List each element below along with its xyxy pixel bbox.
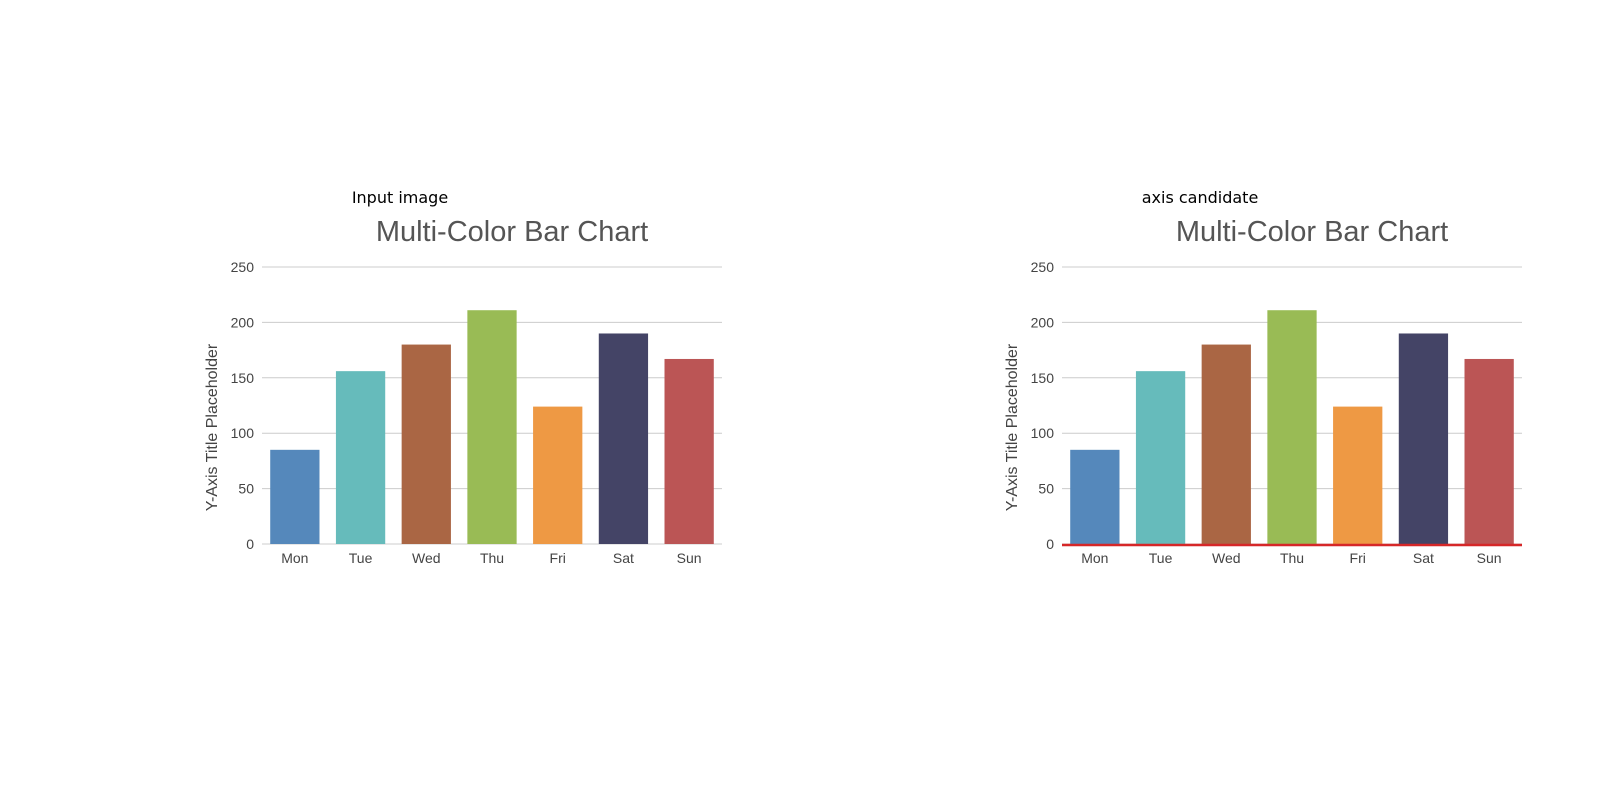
bar-chart: Multi-Color Bar Chart Y-Axis Title Placeh…	[204, 216, 722, 566]
x-tick-label: Tue	[349, 550, 373, 566]
y-axis-title: Y-Axis Title Placeholder	[204, 343, 221, 511]
x-tick-label: Sat	[1413, 550, 1434, 566]
x-tick-label: Wed	[412, 550, 441, 566]
bar-sun	[1464, 358, 1514, 544]
y-tick-label: 250	[1031, 259, 1055, 275]
y-tick-label: 200	[1031, 314, 1055, 330]
y-tick-label: 150	[231, 370, 255, 386]
x-tick-label: Thu	[480, 550, 504, 566]
x-tick-label: Tue	[1149, 550, 1173, 566]
y-tick-label: 250	[231, 259, 255, 275]
panel-caption: axis candidate	[1141, 188, 1259, 207]
x-tick-label: Wed	[1212, 550, 1241, 566]
panel-input-image: Input image Multi-Color Bar Chart Y-Axis …	[204, 188, 722, 566]
bar-thu	[467, 310, 517, 544]
x-tick-label: Sun	[677, 550, 702, 566]
bar-thu	[1267, 310, 1317, 544]
chart-title: Multi-Color Bar Chart	[1176, 216, 1448, 248]
y-tick-label: 50	[238, 481, 254, 497]
bar-fri	[1333, 406, 1383, 544]
x-tick-label: Sat	[613, 550, 634, 566]
x-tick-label: Thu	[1280, 550, 1304, 566]
y-tick-label: 150	[1031, 370, 1055, 386]
bar-wed	[1201, 344, 1251, 544]
panel-axis-candidate: axis candidate Multi-Color Bar Chart Y-Ax…	[800, 0, 1600, 800]
bar-sat	[1398, 333, 1449, 544]
bar-tue	[335, 371, 386, 544]
bar-chart: Multi-Color Bar Chart Y-Axis Title Placeh…	[1004, 216, 1522, 566]
bar-mon	[1070, 449, 1120, 544]
bar-fri	[533, 406, 583, 544]
bar-sat	[598, 333, 649, 544]
bar-wed	[401, 344, 451, 544]
bar-sun	[664, 358, 714, 544]
y-tick-label: 0	[1046, 536, 1054, 552]
y-tick-label: 200	[231, 314, 255, 330]
bar-mon	[270, 449, 320, 544]
x-tick-label: Sun	[1477, 550, 1502, 566]
y-tick-label: 100	[1031, 425, 1055, 441]
x-tick-label: Fri	[550, 550, 566, 566]
panel-caption: Input image	[351, 188, 449, 207]
chart-title: Multi-Color Bar Chart	[376, 216, 648, 248]
y-axis-title: Y-Axis Title Placeholder	[1004, 343, 1021, 511]
bar-tue	[1135, 371, 1186, 544]
x-tick-label: Mon	[1081, 550, 1108, 566]
x-tick-label: Mon	[281, 550, 308, 566]
y-tick-label: 100	[231, 425, 255, 441]
x-tick-label: Fri	[1350, 550, 1366, 566]
y-tick-label: 0	[246, 536, 254, 552]
y-tick-label: 50	[1038, 481, 1054, 497]
